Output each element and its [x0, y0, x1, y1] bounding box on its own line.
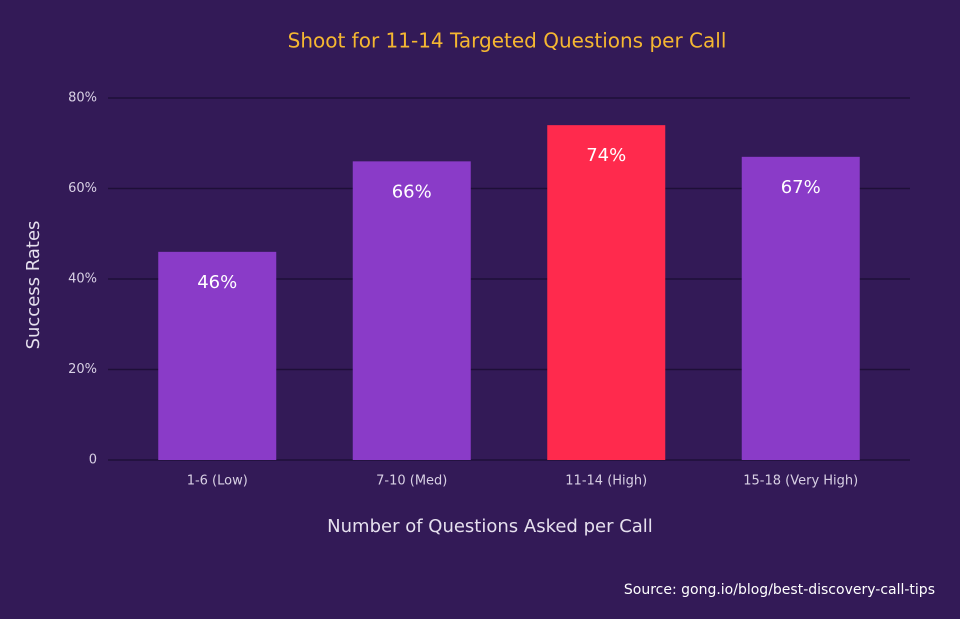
y-axis-label: Success Rates	[23, 221, 44, 350]
bar	[158, 251, 277, 460]
x-tick-label: 1-6 (Low)	[187, 474, 248, 489]
data-label: 66%	[392, 181, 432, 202]
y-tick-label: 20%	[68, 362, 97, 377]
source-note: Source: gong.io/blog/best-discovery-call…	[624, 582, 935, 598]
data-label: 46%	[197, 272, 237, 293]
data-label: 67%	[781, 177, 821, 198]
bar	[352, 161, 471, 460]
chart-title: Shoot for 11-14 Targeted Questions per C…	[288, 29, 727, 53]
x-tick-label: 7-10 (Med)	[376, 474, 447, 489]
bar	[741, 156, 860, 460]
x-axis-label: Number of Questions Asked per Call	[327, 516, 653, 537]
y-tick-label: 40%	[68, 272, 97, 287]
y-tick-label: 80%	[68, 91, 97, 106]
y-tick-label: 60%	[68, 181, 97, 196]
x-tick-label: 15-18 (Very High)	[743, 474, 858, 489]
data-label: 74%	[586, 145, 626, 166]
x-tick-label: 11-14 (High)	[565, 474, 647, 489]
bar	[547, 125, 666, 461]
y-tick-label: 0	[89, 453, 97, 468]
